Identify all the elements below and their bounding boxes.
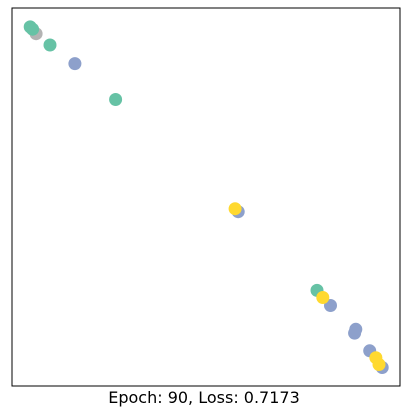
scatter-point-2 — [26, 22, 40, 36]
scatter-point-8 — [324, 299, 337, 312]
scatter-point-3 — [43, 38, 57, 52]
scatter-point-12 — [348, 326, 362, 340]
scatter-point-5 — [109, 93, 123, 106]
points-group — [23, 20, 389, 374]
scatter-point-4 — [68, 57, 82, 71]
scatter-point-10 — [316, 291, 330, 304]
scatter-point-7 — [228, 202, 242, 216]
plot-frame — [11, 7, 401, 387]
epoch-loss-caption: Epoch: 90, Loss: 0.7173 — [108, 388, 300, 407]
scatter-point-16 — [369, 351, 383, 365]
